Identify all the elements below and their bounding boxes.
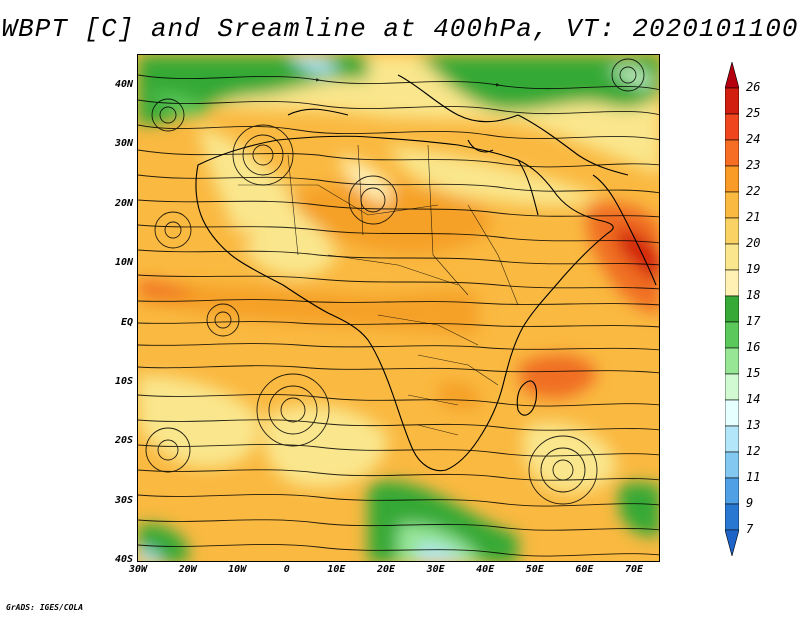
colorbar-label-12: 12 [746,444,760,458]
colorbar-label-24: 24 [746,132,760,146]
lat-label-30s: 30S [103,495,133,506]
colorbar-label-19: 19 [746,262,760,276]
colorbar-segment [725,296,739,322]
lon-label-30w: 30W [123,564,153,575]
lat-label-10s: 10S [103,376,133,387]
colorbar-segment [725,530,739,556]
colorbar-segment [725,400,739,426]
colorbar-label-20: 20 [746,236,760,250]
figure-canvas: WBPT [C] and Sreamline at 400hPa, VT: 20… [0,0,800,618]
lat-label-eq: EQ [103,317,133,328]
lon-label-20e: 20E [371,564,401,575]
colorbar-segment [725,114,739,140]
lon-label-50e: 50E [520,564,550,575]
map-plot-area [137,54,660,562]
colorbar-label-22: 22 [746,184,760,198]
lat-label-30n: 30N [103,138,133,149]
colorbar-segment [725,140,739,166]
colorbar-segment [725,322,739,348]
colorbar-label-11: 11 [746,470,760,484]
colorbar-label-16: 16 [746,340,760,354]
colorbar-segment [725,478,739,504]
colorbar-segment [725,62,739,88]
colorbar-segment [725,426,739,452]
colorbar [725,62,739,556]
colorbar-segment [725,504,739,530]
colorbar-label-14: 14 [746,392,760,406]
lon-label-40e: 40E [470,564,500,575]
lon-label-30e: 30E [421,564,451,575]
colorbar-label-21: 21 [746,210,760,224]
colorbar-label-9: 9 [746,496,753,510]
colorbar-segment [725,374,739,400]
map-svg [138,55,660,562]
lat-label-10n: 10N [103,257,133,268]
lon-label-60e: 60E [569,564,599,575]
colorbar-segment [725,348,739,374]
colorbar-label-23: 23 [746,158,760,172]
colorbar-label-17: 17 [746,314,760,328]
lat-label-20n: 20N [103,198,133,209]
grads-credit: GrADS: IGES/COLA [6,603,83,612]
plot-title: WBPT [C] and Sreamline at 400hPa, VT: 20… [0,14,800,44]
lat-label-20s: 20S [103,435,133,446]
colorbar-segment [725,192,739,218]
colorbar-label-15: 15 [746,366,760,380]
lon-label-20w: 20W [173,564,203,575]
colorbar-label-26: 26 [746,80,760,94]
lon-label-70e: 70E [619,564,649,575]
colorbar-segment [725,452,739,478]
colorbar-label-13: 13 [746,418,760,432]
colorbar-label-7: 7 [746,522,753,536]
colorbar-segment [725,270,739,296]
colorbar-segment [725,218,739,244]
lat-label-40n: 40N [103,79,133,90]
colorbar-segment [725,244,739,270]
lon-label-10w: 10W [222,564,252,575]
colorbar-label-18: 18 [746,288,760,302]
colorbar-segment [725,166,739,192]
lon-label-10e: 10E [321,564,351,575]
lon-label-0: 0 [272,564,302,575]
colorbar-segment [725,88,739,114]
colorbar-label-25: 25 [746,106,760,120]
